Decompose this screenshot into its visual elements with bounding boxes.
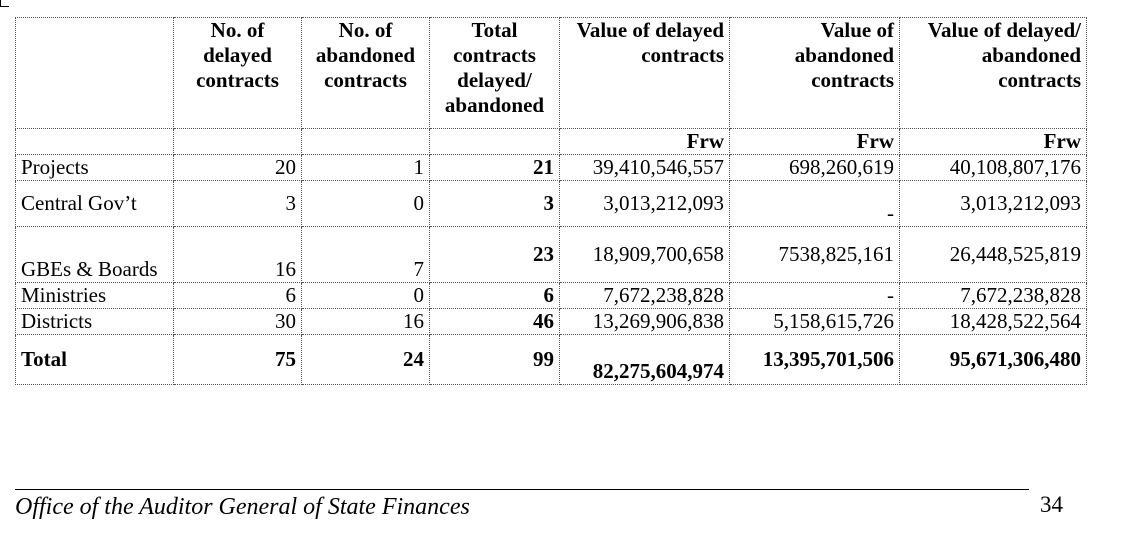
total-abandoned: 24 [301,334,430,385]
header-row: No. of delayed contracts No. of abandone… [15,17,1087,129]
header-cell-value-delayed: Value of delayed contracts [559,17,730,129]
cell-value-abandoned: - [729,282,900,309]
currency-cell: Frw [899,128,1087,155]
delayed-abandoned-contracts-table: No. of delayed contracts No. of abandone… [15,17,1087,385]
cell-total: 46 [429,308,560,335]
total-value-delayed: 82,275,604,974 [559,334,730,385]
table-row: GBEs & Boards 16 7 23 18,909,700,658 753… [15,226,1087,283]
currency-cell: Frw [729,128,900,155]
page-corner-mark [0,0,9,7]
total-value-abandoned: 13,395,701,506 [729,334,900,385]
currency-cell [15,128,174,155]
cell-value-abandoned: 698,260,619 [729,154,900,181]
cell-delayed: 3 [173,180,302,227]
row-name: Districts [15,308,174,335]
total-delayed: 75 [173,334,302,385]
cell-delayed: 30 [173,308,302,335]
row-name: GBEs & Boards [15,226,174,283]
header-cell-abandoned: No. of abandoned contracts [301,17,430,129]
cell-abandoned: 0 [301,180,430,227]
cell-abandoned: 7 [301,226,430,283]
table-row: Districts 30 16 46 13,269,906,838 5,158,… [15,308,1087,335]
total-row-name: Total [15,334,174,385]
header-cell-entity [15,17,174,129]
cell-total: 23 [429,226,560,283]
header-cell-value-abandoned: Value of abandoned contracts [729,17,900,129]
cell-value-abandoned: 5,158,615,726 [729,308,900,335]
cell-value-delayed: 3,013,212,093 [559,180,730,227]
cell-value-delayed: 39,410,546,557 [559,154,730,181]
header-cell-total: Total contracts delayed/ abandoned [429,17,560,129]
footer-rule [15,489,1029,490]
table-row: Ministries 6 0 6 7,672,238,828 - 7,672,2… [15,282,1087,309]
row-name: Projects [15,154,174,181]
total-value-total: 95,671,306,480 [899,334,1087,385]
currency-cell [173,128,302,155]
table-row: Projects 20 1 21 39,410,546,557 698,260,… [15,154,1087,181]
page-number: 34 [1040,492,1063,517]
cell-delayed: 16 [173,226,302,283]
cell-value-total: 26,448,525,819 [899,226,1087,283]
cell-value-total: 3,013,212,093 [899,180,1087,227]
row-name: Central Gov’t [15,180,174,227]
cell-value-delayed: 13,269,906,838 [559,308,730,335]
header-cell-delayed: No. of delayed contracts [173,17,302,129]
cell-total: 6 [429,282,560,309]
cell-abandoned: 1 [301,154,430,181]
currency-row: Frw Frw Frw [15,128,1087,155]
cell-value-total: 40,108,807,176 [899,154,1087,181]
cell-delayed: 6 [173,282,302,309]
table-row: Central Gov’t 3 0 3 3,013,212,093 - 3,01… [15,180,1087,227]
cell-value-delayed: 18,909,700,658 [559,226,730,283]
cell-value-total: 18,428,522,564 [899,308,1087,335]
cell-value-delayed: 7,672,238,828 [559,282,730,309]
header-cell-value-total: Value of delayed/ abandoned contracts [899,17,1087,129]
cell-abandoned: 0 [301,282,430,309]
total-total: 99 [429,334,560,385]
total-row: Total 75 24 99 82,275,604,974 13,395,701… [15,334,1087,385]
row-name: Ministries [15,282,174,309]
cell-value-total: 7,672,238,828 [899,282,1087,309]
cell-value-abandoned: 7538,825,161 [729,226,900,283]
cell-abandoned: 16 [301,308,430,335]
currency-cell [301,128,430,155]
cell-total: 21 [429,154,560,181]
cell-delayed: 20 [173,154,302,181]
cell-value-abandoned: - [729,180,900,227]
cell-total: 3 [429,180,560,227]
currency-cell: Frw [559,128,730,155]
footer-office-name: Office of the Auditor General of State F… [15,494,470,520]
currency-cell [429,128,560,155]
